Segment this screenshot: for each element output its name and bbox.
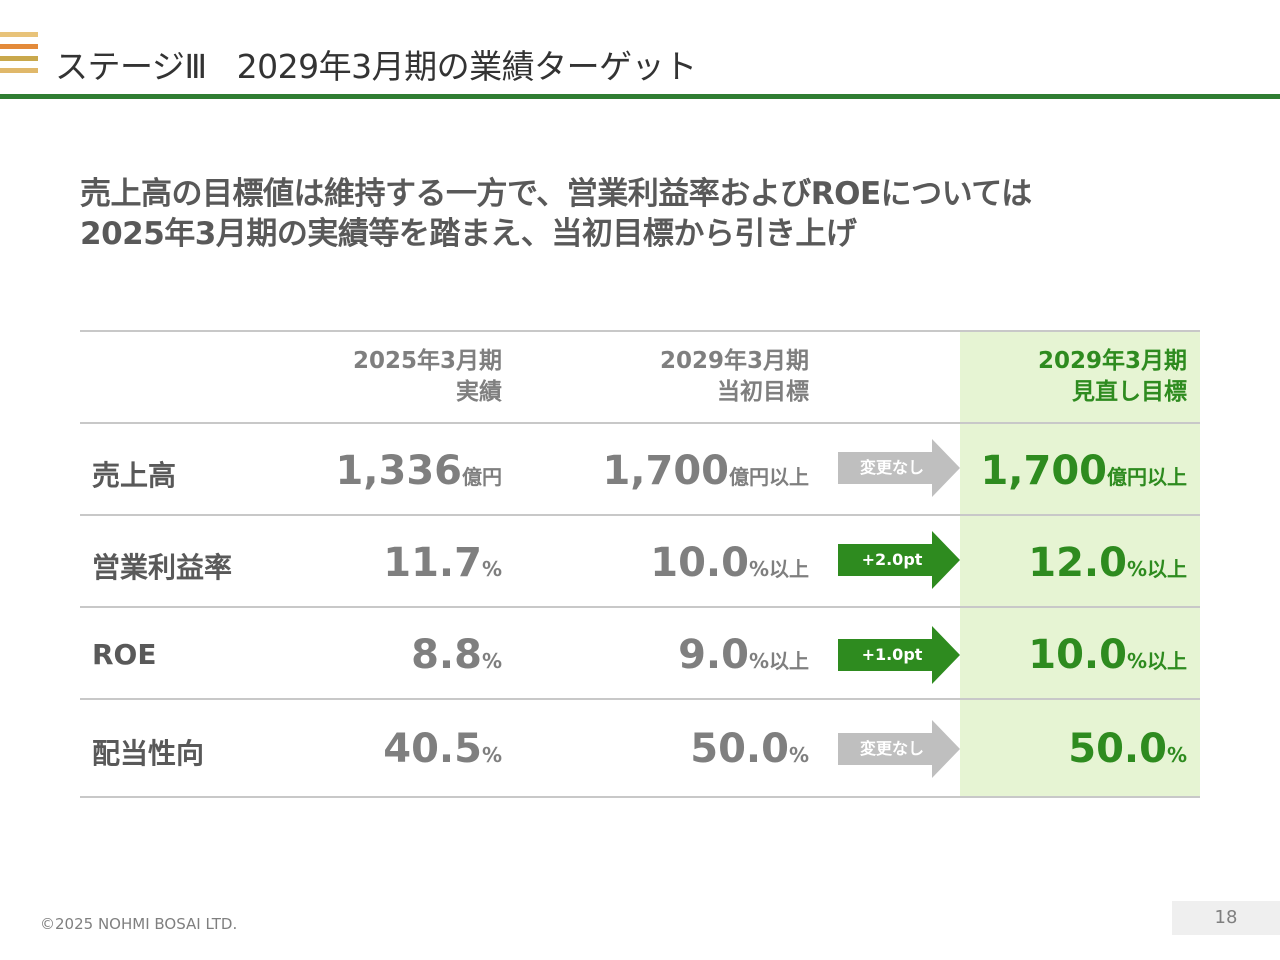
value-roe-actual: 8.8% [411, 632, 502, 678]
change-arrow-margin: +2.0pt [838, 531, 960, 589]
page-title-stage: ステージⅢ [55, 47, 207, 86]
value-sales-revised: 1,700億円以上 [980, 448, 1187, 494]
change-arrow-roe: +1.0pt [838, 626, 960, 684]
header-revised-target: 2029年3月期 見直し目標 [1037, 348, 1187, 405]
change-label-payout: 変更なし [859, 739, 924, 758]
table-rule [80, 606, 1200, 608]
headline-line-1: 売上高の目標値は維持する一方で、営業利益率およびROEについては [80, 176, 1032, 212]
value-margin-revised: 12.0%以上 [1028, 540, 1187, 586]
page-number: 18 [1172, 901, 1280, 935]
value-payout-actual: 40.5% [383, 726, 502, 772]
title-stripes-decoration [0, 32, 38, 80]
change-label-roe: +1.0pt [861, 645, 923, 664]
value-margin-actual: 11.7% [383, 540, 502, 586]
value-roe-revised: 10.0%以上 [1028, 632, 1187, 678]
row-label-roe: ROE [92, 638, 157, 671]
headline-line-2: 2025年3月期の実績等を踏まえ、当初目標から引き上げ [80, 216, 857, 252]
table-rule [80, 422, 1200, 424]
copyright-notice: ©2025 NOHMI BOSAI LTD. [40, 915, 238, 933]
table-rule [80, 514, 1200, 516]
headline: 売上高の目標値は維持する一方で、営業利益率およびROEについては 2025年3月… [80, 174, 1032, 254]
value-roe-initial: 9.0%以上 [678, 632, 809, 678]
value-sales-initial: 1,700億円以上 [602, 448, 809, 494]
change-label-sales: 変更なし [859, 458, 924, 477]
title-divider [0, 94, 1280, 99]
value-margin-initial: 10.0%以上 [650, 540, 809, 586]
header-actual: 2025年3月期 実績 [352, 348, 502, 405]
value-sales-actual: 1,336億円 [335, 448, 502, 494]
header-initial-target: 2029年3月期 当初目標 [659, 348, 809, 405]
page-title-text: 2029年3月期の業績ターゲット [236, 47, 697, 86]
change-arrow-payout: 変更なし [838, 720, 960, 778]
row-label-sales: 売上高 [92, 459, 177, 492]
page-title: ステージⅢ 2029年3月期の業績ターゲット [55, 40, 697, 88]
table-rule [80, 698, 1200, 700]
change-label-margin: +2.0pt [861, 550, 923, 569]
row-label-operating-margin: 営業利益率 [92, 551, 233, 584]
value-payout-initial: 50.0% [690, 726, 809, 772]
change-arrow-sales: 変更なし [838, 439, 960, 497]
table-rule [80, 796, 1200, 798]
targets-table: 2025年3月期 実績 2029年3月期 当初目標 2029年3月期 見直し目標… [80, 330, 1200, 798]
table-rule [80, 330, 1200, 332]
row-label-payout-ratio: 配当性向 [92, 737, 205, 770]
value-payout-revised: 50.0% [1068, 726, 1187, 772]
revised-column-highlight [960, 330, 1200, 798]
